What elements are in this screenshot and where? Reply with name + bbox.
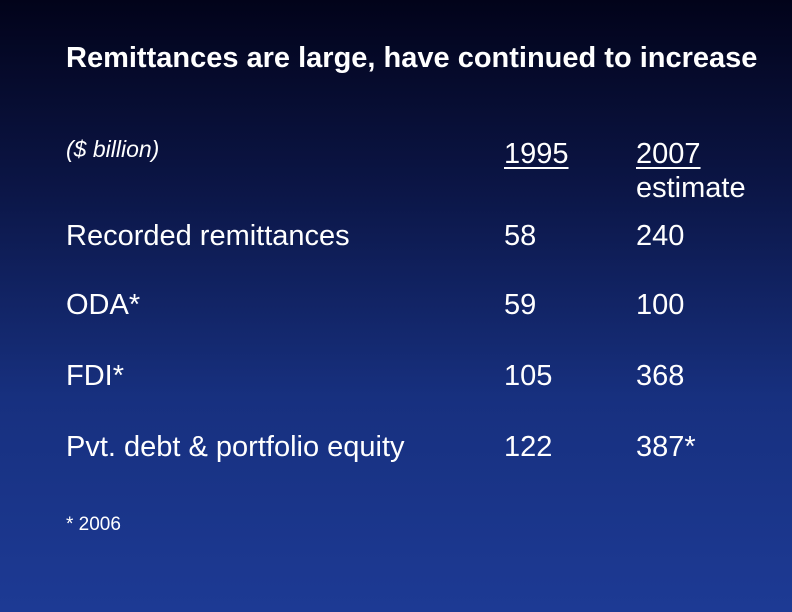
value-1995: 122 <box>504 431 553 463</box>
row-label: ODA* <box>66 289 141 321</box>
table-row: Pvt. debt & portfolio equity 122 387* <box>66 429 766 465</box>
value-2007: 240 <box>636 220 685 252</box>
footnote: * 2006 <box>66 514 121 535</box>
table-row: ODA* 59 100 <box>66 287 766 323</box>
value-2007: 387* <box>636 431 696 463</box>
column-header-2007-year: 2007 <box>636 138 701 170</box>
row-label: Recorded remittances <box>66 220 350 252</box>
table-row: Recorded remittances 58 240 <box>66 218 766 254</box>
row-label: FDI* <box>66 360 124 392</box>
value-1995: 105 <box>504 360 553 392</box>
unit-note: ($ billion) <box>66 136 160 162</box>
value-1995: 59 <box>504 289 537 321</box>
column-header-2007-subtitle: estimate <box>636 172 746 204</box>
column-header-2007: 2007 estimate <box>636 137 746 205</box>
value-2007: 368 <box>636 360 685 392</box>
slide-title: Remittances are large, have continued to… <box>66 42 758 74</box>
row-label: Pvt. debt & portfolio equity <box>66 431 405 463</box>
value-1995: 58 <box>504 220 537 252</box>
column-header-1995: 1995 <box>504 138 569 170</box>
table-row: FDI* 105 368 <box>66 358 766 394</box>
value-2007: 100 <box>636 289 685 321</box>
